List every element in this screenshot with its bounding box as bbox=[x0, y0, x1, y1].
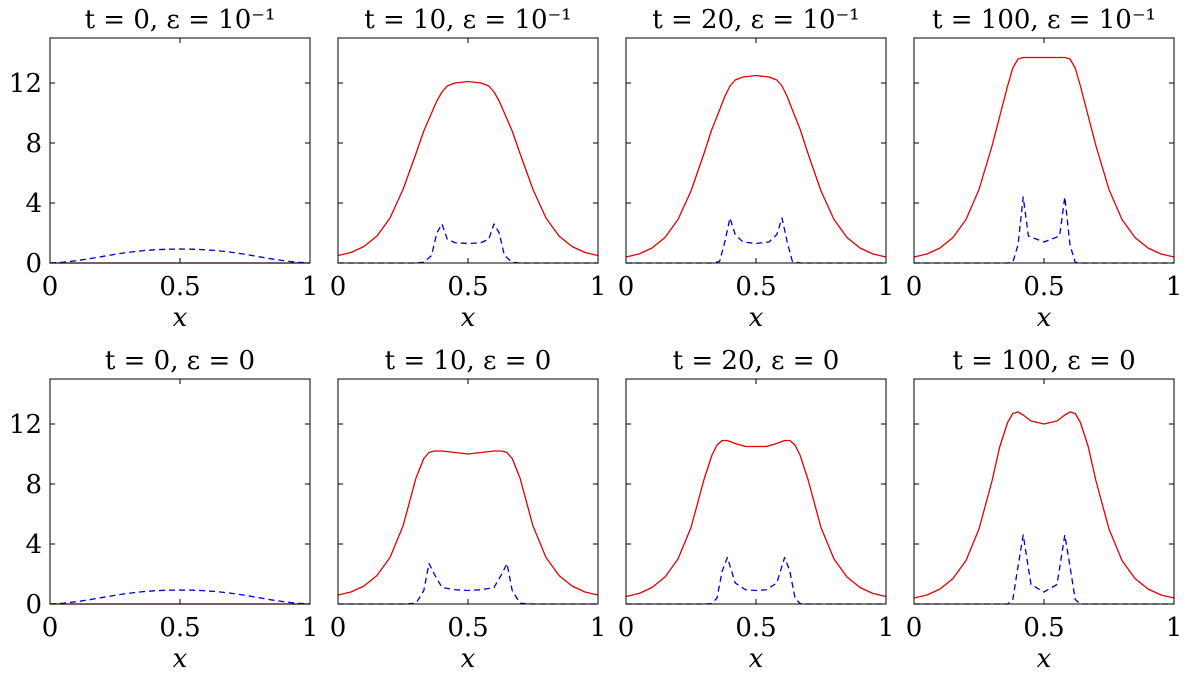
series-dashed-line bbox=[50, 248, 310, 264]
series-solid-line bbox=[914, 56, 1174, 258]
panel-7: t = 20, ε = 0 0 0.5 1 x bbox=[618, 346, 895, 674]
series-dashed-line bbox=[914, 534, 1174, 605]
y-tick-label: 8 bbox=[25, 470, 42, 500]
x-tick-label: 0 bbox=[330, 613, 347, 643]
x-axis-label: x bbox=[461, 303, 476, 333]
panel-title: t = 20, ε = 10⁻¹ bbox=[652, 5, 859, 35]
series-dashed-line bbox=[50, 589, 310, 605]
x-tick-label: 0.5 bbox=[1023, 613, 1064, 643]
x-tick-label: 0 bbox=[906, 613, 923, 643]
series-solid-line bbox=[626, 439, 886, 598]
x-tick-label: 1 bbox=[590, 272, 607, 302]
panel-title: t = 20, ε = 0 bbox=[673, 346, 840, 376]
plot-frame bbox=[337, 37, 599, 264]
x-axis-label: x bbox=[461, 644, 476, 674]
x-tick-label: 0.5 bbox=[1023, 272, 1064, 302]
x-tick-label: 1 bbox=[302, 272, 319, 302]
x-tick-label: 0 bbox=[42, 613, 59, 643]
plot-frame bbox=[337, 378, 599, 605]
series-dashed-line bbox=[626, 556, 886, 605]
panel-5: t = 0, ε = 0 0 0.5 1 0 4 8 12 x bbox=[9, 346, 318, 674]
panel-title: t = 100, ε = 0 bbox=[952, 346, 1135, 376]
x-tick-label: 0.5 bbox=[159, 272, 200, 302]
y-tick-label: 4 bbox=[25, 530, 42, 560]
y-tick-label: 0 bbox=[25, 249, 42, 279]
panel-2: t = 10, ε = 10⁻¹ 0 0.5 1 x bbox=[330, 5, 607, 333]
x-tick-label: 1 bbox=[878, 613, 895, 643]
series-solid-line bbox=[338, 80, 598, 257]
x-tick-label: 0.5 bbox=[735, 272, 776, 302]
x-axis-label: x bbox=[173, 303, 188, 333]
plot-frame bbox=[625, 37, 887, 264]
x-tick-label: 1 bbox=[1166, 272, 1183, 302]
y-tick-label: 12 bbox=[9, 69, 42, 99]
x-tick-label: 0 bbox=[42, 272, 59, 302]
series-solid-line bbox=[338, 450, 598, 596]
x-tick-label: 0.5 bbox=[447, 613, 488, 643]
x-tick-label: 1 bbox=[590, 613, 607, 643]
series-solid-line bbox=[626, 74, 886, 258]
panel-title: t = 0, ε = 0 bbox=[105, 346, 255, 376]
x-tick-label: 0 bbox=[618, 613, 635, 643]
x-tick-label: 0.5 bbox=[159, 613, 200, 643]
y-tick-label: 4 bbox=[25, 189, 42, 219]
x-tick-label: 1 bbox=[878, 272, 895, 302]
series-dashed-line bbox=[626, 217, 886, 264]
plot-frame bbox=[913, 37, 1175, 264]
x-tick-label: 1 bbox=[1166, 613, 1183, 643]
x-tick-label: 0 bbox=[330, 272, 347, 302]
panel-title: t = 10, ε = 0 bbox=[385, 346, 552, 376]
series-dashed-line bbox=[338, 223, 598, 264]
panel-title: t = 0, ε = 10⁻¹ bbox=[85, 5, 276, 35]
series-dashed-line bbox=[338, 562, 598, 605]
x-axis-label: x bbox=[173, 644, 188, 674]
plot-frame bbox=[49, 378, 311, 605]
panel-6: t = 10, ε = 0 0 0.5 1 x bbox=[330, 346, 607, 674]
panel-1: t = 0, ε = 10⁻¹ 0 0.5 1 0 4 8 12 x bbox=[9, 5, 318, 333]
plot-frame bbox=[913, 378, 1175, 605]
y-tick-label: 8 bbox=[25, 129, 42, 159]
plot-frame bbox=[625, 378, 887, 605]
panel-title: t = 10, ε = 10⁻¹ bbox=[364, 5, 571, 35]
y-tick-label: 0 bbox=[25, 590, 42, 620]
x-tick-label: 0.5 bbox=[735, 613, 776, 643]
x-axis-label: x bbox=[1037, 303, 1052, 333]
y-tick-label: 12 bbox=[9, 410, 42, 440]
x-tick-label: 0 bbox=[618, 272, 635, 302]
x-tick-label: 0.5 bbox=[447, 272, 488, 302]
plot-frame bbox=[49, 37, 311, 264]
x-axis-label: x bbox=[1037, 644, 1052, 674]
series-dashed-line bbox=[914, 196, 1174, 264]
series-solid-line bbox=[914, 411, 1174, 599]
panel-3: t = 20, ε = 10⁻¹ 0 0.5 1 x bbox=[618, 5, 895, 333]
panel-title: t = 100, ε = 10⁻¹ bbox=[932, 5, 1156, 35]
panel-4: t = 100, ε = 10⁻¹ 0 0.5 1 x bbox=[906, 5, 1183, 333]
x-tick-label: 0 bbox=[906, 272, 923, 302]
x-axis-label: x bbox=[749, 644, 764, 674]
x-tick-label: 1 bbox=[302, 613, 319, 643]
panel-8: t = 100, ε = 0 0 0.5 1 x bbox=[906, 346, 1183, 674]
x-axis-label: x bbox=[749, 303, 764, 333]
